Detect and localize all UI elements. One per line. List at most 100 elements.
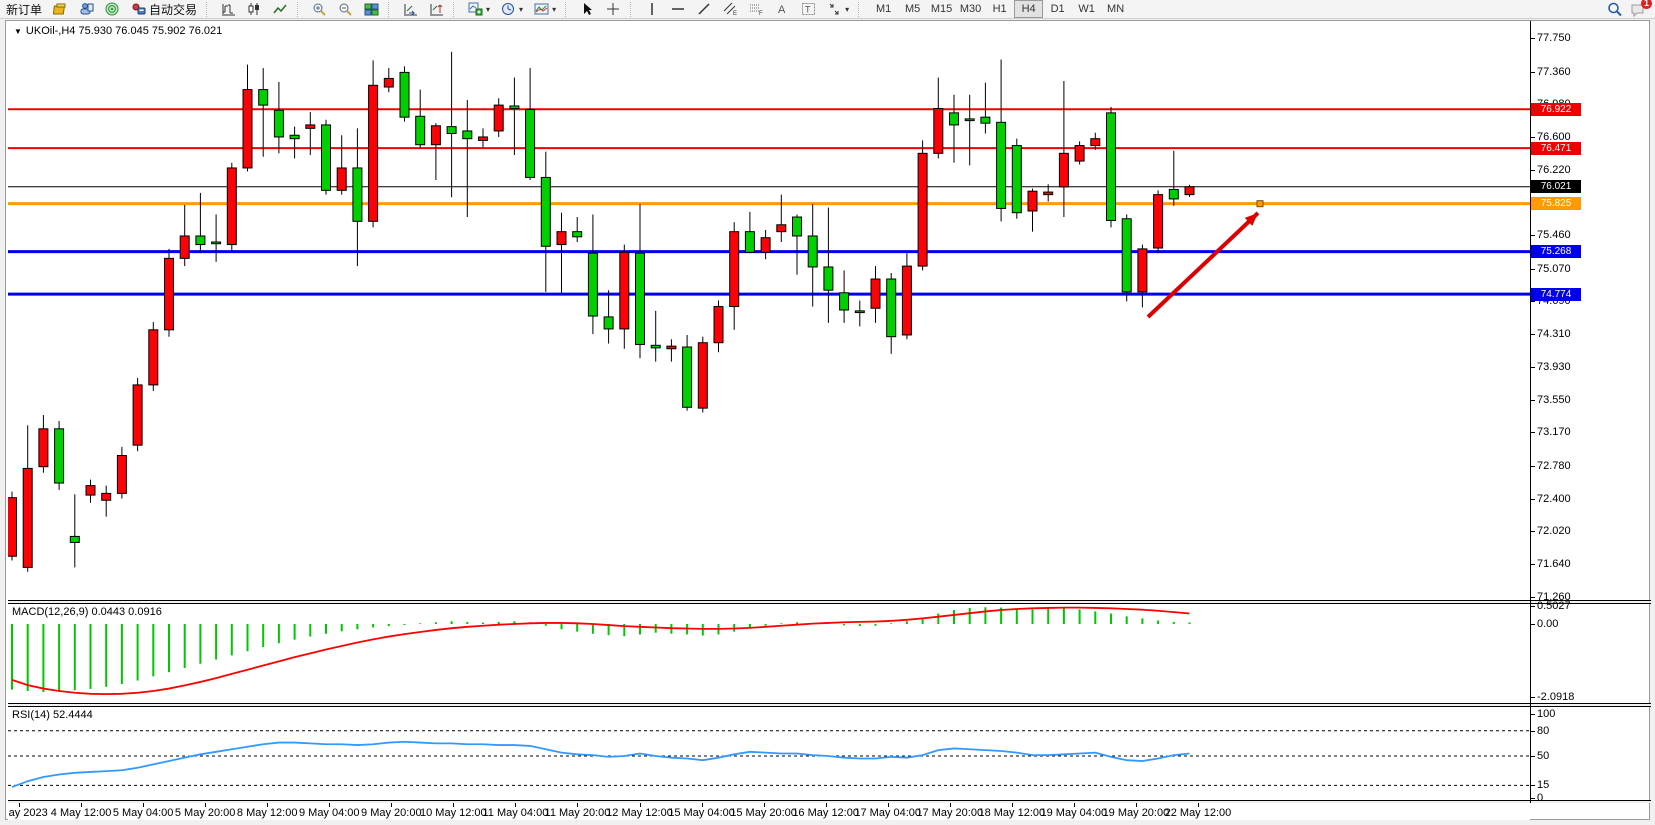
chart-shift-icon <box>429 2 444 16</box>
signals-button[interactable] <box>101 0 124 19</box>
cursor-button[interactable] <box>576 0 599 19</box>
price-tick <box>1531 169 1535 171</box>
line-chart-button[interactable] <box>269 0 292 19</box>
rsi-indicator-panel[interactable] <box>8 707 1530 800</box>
candle-body <box>823 266 834 291</box>
timeframe-button-m5[interactable]: M5 <box>904 3 921 15</box>
rsi-line <box>11 740 1190 788</box>
arrows-button[interactable]: ▾ <box>823 0 853 19</box>
chart-shift-button[interactable] <box>425 0 448 19</box>
candle-body <box>886 278 897 338</box>
auto-scroll-button[interactable] <box>399 0 422 19</box>
price-tick <box>1531 334 1535 336</box>
time-tick <box>639 803 641 807</box>
text-label-icon: T <box>801 2 816 16</box>
macd-scale-tick <box>1531 697 1535 698</box>
panel-splitter[interactable] <box>8 703 1651 707</box>
candle-body <box>587 252 598 317</box>
candle-body <box>619 251 630 330</box>
time-tick <box>1197 803 1199 807</box>
candle-body <box>697 342 708 409</box>
terminal-button[interactable] <box>75 0 98 19</box>
fibonacci-button[interactable]: F <box>745 0 768 19</box>
price-tick-label: 77.750 <box>1537 31 1571 44</box>
timeframe-button-d1[interactable]: D1 <box>1050 3 1065 15</box>
candle-body <box>980 116 991 124</box>
tile-windows-button[interactable] <box>360 0 383 19</box>
candle-body <box>321 124 331 191</box>
price-tick <box>1531 235 1535 237</box>
time-tick-label: 15 May 04:00 <box>668 807 735 819</box>
candle-body <box>116 454 127 494</box>
price-badge-76.922: 76.922 <box>1531 102 1581 116</box>
timeframe-button-h1[interactable]: H1 <box>992 3 1007 15</box>
auto-trading-button[interactable]: 自动交易 <box>127 0 201 19</box>
candle-body <box>603 316 614 330</box>
candle-body <box>258 89 269 106</box>
time-tick <box>205 803 207 807</box>
panel-splitter[interactable] <box>8 600 1651 604</box>
macd-indicator-panel[interactable] <box>8 604 1530 703</box>
template-icon <box>534 2 549 16</box>
candle-body <box>446 126 457 135</box>
time-tick <box>887 803 889 807</box>
price-tick <box>1531 366 1535 368</box>
price-tick <box>1531 563 1535 565</box>
candle-body <box>289 134 300 140</box>
new-chart-button[interactable]: ▾ <box>464 0 494 19</box>
text-label-button[interactable]: T <box>797 0 820 19</box>
rsi-scale-label: 80 <box>1537 724 1550 737</box>
bar-chart-button[interactable] <box>217 0 240 19</box>
timeframe-button-mn[interactable]: MN <box>1107 3 1125 15</box>
toolbar: 新订单 自动交易 ▾ ▾ ▾ E F A T ▾ M1 M5 M15 M30 H1 H4 D… <box>0 0 1655 19</box>
candle-body <box>996 121 1007 209</box>
timeframe-button-m30[interactable]: M30 <box>959 3 982 15</box>
time-tick <box>577 803 579 807</box>
candle-body <box>1184 186 1195 196</box>
time-axis-border <box>8 800 1651 803</box>
zoom-out-button[interactable] <box>334 0 357 19</box>
time-tick-label: 9 May 20:00 <box>361 807 422 819</box>
market-depth-button[interactable] <box>49 0 72 19</box>
timeframe-button-w1[interactable]: W1 <box>1078 3 1095 15</box>
candle-body <box>1137 248 1148 293</box>
chevron-down-icon[interactable]: ▼ <box>14 27 22 36</box>
search-icon[interactable] <box>1607 2 1622 17</box>
chat-icon[interactable]: 1 <box>1630 0 1652 18</box>
candle-body <box>1074 145 1085 162</box>
candlestick-button[interactable] <box>243 0 266 19</box>
price-chart[interactable] <box>8 21 1530 600</box>
new-order-button[interactable]: 新订单 <box>2 0 46 19</box>
timeframe-button-m15[interactable]: M15 <box>930 3 953 15</box>
horizontal-line-button[interactable] <box>667 0 690 19</box>
period-button[interactable]: ▾ <box>497 0 527 19</box>
vertical-line-button[interactable] <box>641 0 664 19</box>
time-tick-label: 5 May 20:00 <box>174 807 236 819</box>
trendline-button[interactable] <box>693 0 716 19</box>
crosshair-button[interactable] <box>602 0 625 19</box>
candle-body <box>650 344 661 349</box>
equidistant-channel-button[interactable]: E <box>719 0 742 19</box>
time-tick-label: 5 May 04:00 <box>112 807 174 819</box>
candle-body <box>1090 138 1101 147</box>
candle-body <box>635 252 645 345</box>
macd-scale-label: 0.5027 <box>1537 600 1571 613</box>
level-selection-handle[interactable] <box>1256 200 1264 208</box>
time-tick-label: 15 May 20:00 <box>730 807 797 819</box>
candle-body <box>1153 194 1164 249</box>
vertical-line-icon <box>645 2 660 16</box>
timeframe-button-h4[interactable]: H4 <box>1014 0 1044 18</box>
zoom-out-icon <box>338 2 353 16</box>
timeframe-button-m1[interactable]: M1 <box>875 3 892 15</box>
candle-body <box>792 216 802 237</box>
time-tick-label: 12 May 12:00 <box>606 807 673 819</box>
template-button[interactable]: ▾ <box>530 0 560 19</box>
trend-arrow[interactable] <box>1146 211 1260 319</box>
price-badge-75.268: 75.268 <box>1531 245 1581 259</box>
price-tick-label: 71.640 <box>1537 557 1571 570</box>
zoom-in-button[interactable] <box>308 0 331 19</box>
text-button[interactable]: A <box>771 0 794 19</box>
price-tick <box>1531 498 1535 500</box>
candlestick-icon <box>247 2 262 16</box>
